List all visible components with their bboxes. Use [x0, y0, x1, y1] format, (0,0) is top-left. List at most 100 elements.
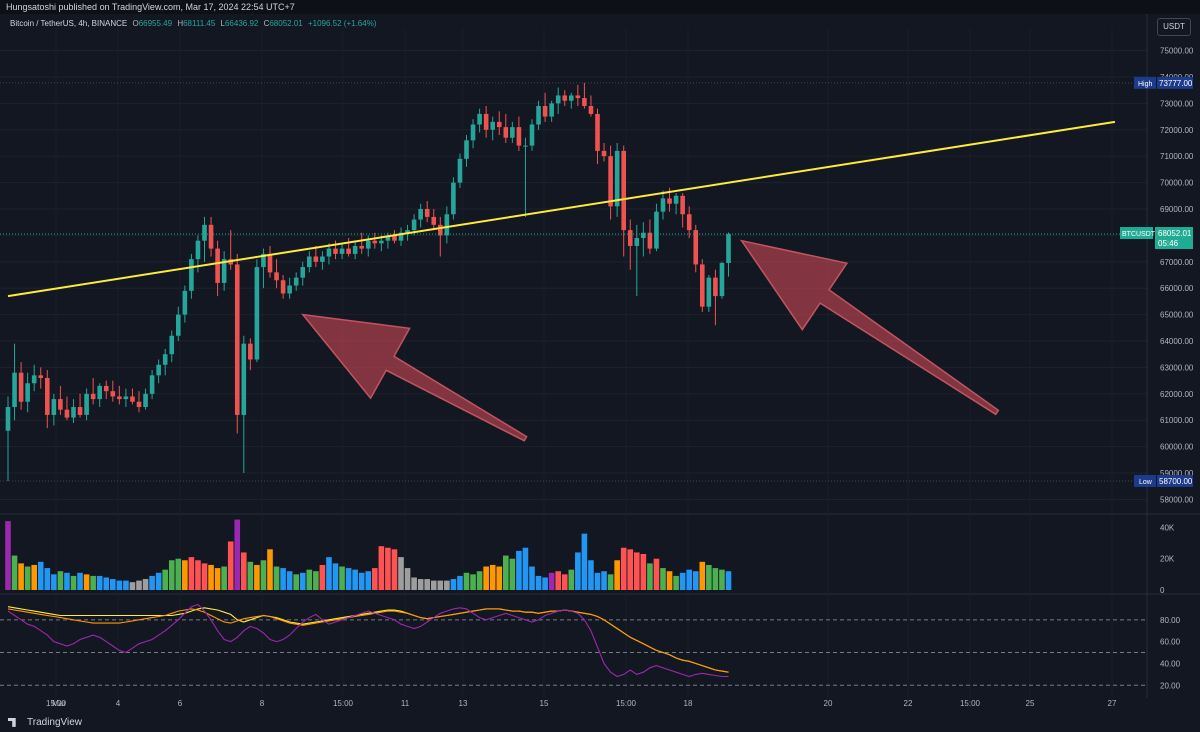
volume-bar [96, 575, 103, 590]
candle-body [424, 208, 430, 217]
publish-info-bar: Hungsatoshi published on TradingView.com… [0, 0, 1200, 14]
volume-bar [280, 568, 286, 590]
price-tick-label: 67000.00 [1160, 258, 1194, 267]
volume-bar [129, 582, 136, 590]
footer-bar: TradingView [0, 713, 1200, 732]
candle-body [693, 230, 699, 265]
volume-bar [385, 547, 391, 590]
volume-bar [555, 571, 561, 590]
candle-body [713, 277, 718, 297]
candle-body [647, 232, 653, 249]
volume-bar [103, 577, 110, 590]
candle-body [595, 113, 600, 151]
change-value: +1096.52 (+1.64%) [307, 19, 377, 28]
candle-body [221, 259, 227, 283]
published-text: Hungsatoshi published on TradingView.com… [6, 2, 295, 12]
candle-body [162, 354, 168, 365]
candle-body [569, 95, 574, 101]
volume-bar [430, 580, 437, 590]
price-tick-label: 71000.00 [1160, 152, 1194, 161]
candle-body [346, 248, 351, 254]
countdown-badge: 05:46 [1158, 239, 1179, 248]
time-tick-label: 8 [260, 699, 265, 708]
volume-bar [70, 575, 77, 590]
candle-body [575, 95, 581, 99]
time-tick-label: 15:00 [46, 699, 67, 708]
candle-body [313, 256, 319, 262]
candle-body [700, 264, 705, 307]
candle-body [254, 267, 260, 360]
volume-bar [293, 574, 299, 590]
volume-bar [149, 575, 155, 590]
volume-bar [286, 571, 293, 590]
candle-body [536, 106, 541, 125]
candle-body [307, 256, 312, 268]
candle-body [84, 393, 89, 415]
volume-bar [188, 557, 195, 590]
volume-bar [136, 580, 142, 590]
volume-bar [241, 552, 247, 590]
price-badges: High 73777.00 Low 58700.00 BTCUSDT 68052.0105… [1120, 76, 1193, 487]
volume-bar [57, 571, 64, 590]
candle-body [333, 248, 338, 254]
price-tick-label: 60000.00 [1160, 443, 1194, 452]
candle-body [208, 224, 214, 249]
oscillator-pane: 80.00 60.00 40.00 20.00 [0, 603, 1181, 690]
high-badge-label-bg [1134, 76, 1156, 89]
volume-bar [182, 560, 188, 590]
candle-body [45, 377, 50, 415]
candle-body [241, 343, 247, 415]
candle-body [523, 145, 528, 147]
volume-bar [620, 547, 627, 590]
volume-bar [18, 563, 24, 590]
volume-bar [561, 574, 568, 590]
low-value-badge: 58700.00 [1159, 477, 1193, 486]
currency-badge[interactable]: USDT [1157, 18, 1191, 36]
candle-body [38, 375, 44, 378]
candle-body [274, 272, 279, 281]
oscillator-tick-label: 60.00 [1160, 638, 1181, 647]
oscillator-tick-label: 40.00 [1160, 659, 1181, 668]
candle-body [654, 211, 659, 249]
candle-body [385, 235, 391, 241]
volume-bar [594, 572, 601, 590]
candle-body [555, 95, 561, 104]
candle-body [588, 106, 594, 114]
low-label: L [220, 19, 225, 28]
candle-body [464, 140, 469, 159]
volume-bar [234, 519, 241, 590]
volume-bar [509, 558, 516, 590]
candle-body [719, 262, 725, 297]
high-value-badge: 73777.00 [1159, 79, 1193, 88]
volume-bar [640, 554, 647, 590]
time-tick-label: 15:00 [333, 699, 354, 708]
candle-body [64, 409, 70, 418]
volume-bar [568, 569, 575, 590]
candle-body [5, 407, 11, 431]
oscillator-series-line [7, 608, 729, 673]
grid-lines [0, 14, 1200, 698]
candle-body [477, 113, 482, 125]
price-chart[interactable]: 75000.0074000.0073000.0072000.0071000.00… [0, 14, 1200, 712]
volume-pane: 40K 20K 0 [5, 519, 1175, 595]
volume-bar [64, 572, 70, 590]
volume-bar [588, 560, 594, 590]
high-badge-bg [1157, 76, 1193, 89]
volume-bar [575, 552, 581, 590]
volume-bar [483, 566, 489, 590]
candle-body [359, 245, 364, 249]
candle-body [110, 391, 116, 397]
drawing-layer[interactable] [7, 120, 1116, 442]
candle-body [706, 277, 712, 307]
candle-body [234, 264, 240, 415]
time-tick-label: 4 [116, 699, 121, 708]
candle-body [601, 150, 607, 157]
candle-body [280, 280, 286, 294]
high-value: 68111.45 [183, 19, 216, 28]
candle-body [300, 267, 306, 278]
price-tick-label: 65000.00 [1160, 311, 1194, 320]
candle-body [608, 156, 613, 207]
candle-body [51, 399, 57, 415]
open-label: O [132, 19, 139, 28]
